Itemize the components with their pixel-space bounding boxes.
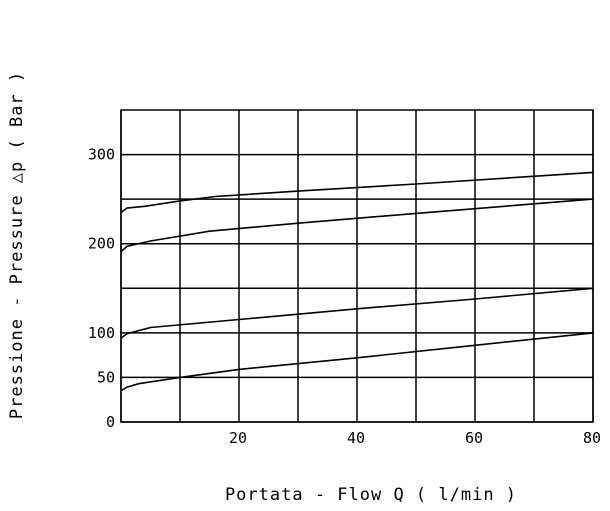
x-tick-label: 60: [465, 429, 483, 447]
y-tick-label: 200: [88, 235, 115, 253]
y-tick-label: 300: [88, 146, 115, 164]
pressure-curve: [120, 198, 594, 253]
y-axis-ticks: 0 50 100 200 300: [88, 146, 115, 431]
x-tick-label: 80: [583, 429, 601, 447]
pressure-curve: [120, 171, 594, 214]
x-axis-title: Portata - Flow Q ( l/min ): [225, 485, 517, 505]
y-tick-label: 0: [106, 413, 115, 431]
grid: [120, 109, 594, 423]
pressure-curve: [120, 287, 594, 339]
y-tick-label: 50: [97, 368, 115, 386]
y-axis-title: Pressione - Pressure △p ( Bar ): [7, 71, 27, 419]
x-tick-label: 40: [347, 429, 365, 447]
pressure-curve: [120, 332, 594, 392]
y-tick-label: 100: [88, 324, 115, 342]
x-axis-ticks: 20 40 60 80: [229, 429, 601, 447]
x-tick-label: 20: [229, 429, 247, 447]
curves: [120, 171, 594, 392]
